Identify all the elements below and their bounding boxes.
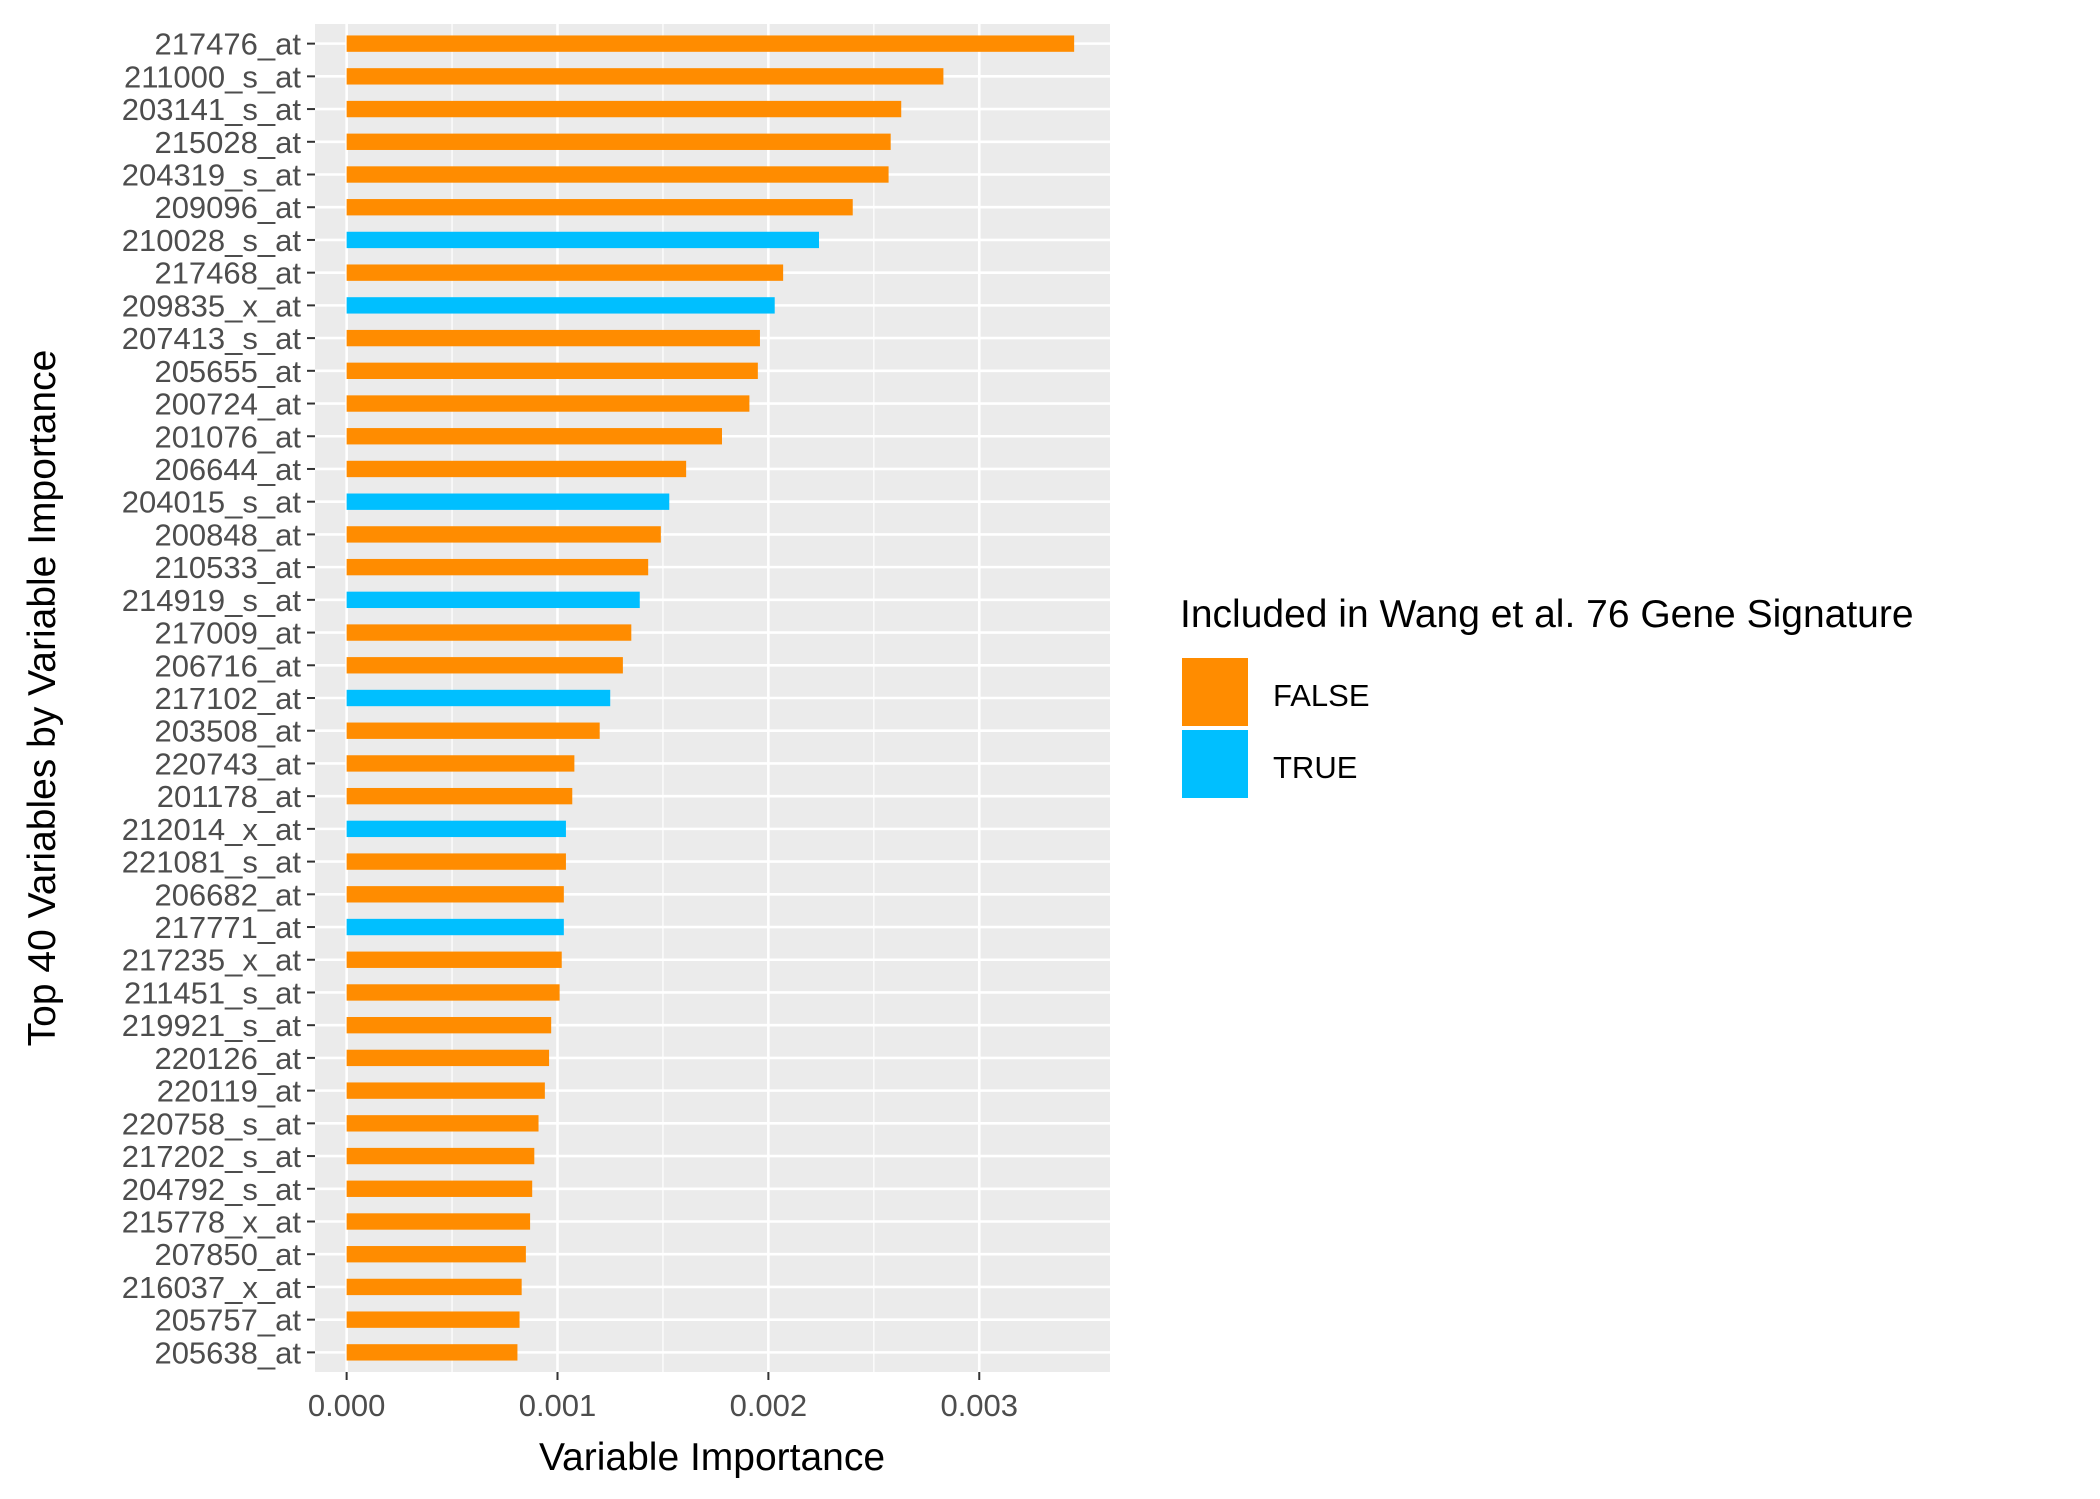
bar-220758_s_at <box>346 1115 539 1132</box>
legend-title: Included in Wang et al. 76 Gene Signatur… <box>1180 593 1914 636</box>
bar-210028_s_at <box>346 231 819 249</box>
y-tick-label: 209835_x_at <box>122 288 302 323</box>
y-tick-label: 203508_at <box>154 714 301 749</box>
bar-200724_at <box>346 395 750 412</box>
bar-220119_at <box>346 1082 545 1099</box>
y-tick-label: 204015_s_at <box>122 485 302 520</box>
y-tick-label: 210028_s_at <box>122 223 302 258</box>
y-axis: 217476_at211000_s_at203141_s_at215028_at… <box>122 27 315 1370</box>
bar-217468_at <box>346 264 784 281</box>
x-tick-label: 0.003 <box>940 1388 1018 1423</box>
bar-204015_s_at <box>346 493 670 510</box>
bar-217771_at <box>346 918 564 936</box>
bar-217202_s_at <box>346 1147 535 1165</box>
bar-203141_s_at <box>346 100 902 118</box>
y-tick-label: 216037_x_at <box>122 1270 302 1305</box>
y-tick-label: 217476_at <box>154 27 301 62</box>
y-tick-label: 201076_at <box>154 419 301 454</box>
bar-200848_at <box>346 526 661 543</box>
legend-label-true: TRUE <box>1273 750 1357 785</box>
y-tick-label: 215778_x_at <box>122 1204 302 1239</box>
x-tick-label: 0.000 <box>308 1388 386 1423</box>
y-tick-label: 220119_at <box>157 1074 302 1109</box>
bar-211000_s_at <box>346 68 944 85</box>
bar-209835_x_at <box>346 297 775 314</box>
legend-key-false <box>1182 658 1248 726</box>
y-tick-label: 205655_at <box>154 354 301 389</box>
x-axis: 0.000 0.001 0.002 0.003 <box>308 1372 1018 1423</box>
y-tick-label: 220743_at <box>154 746 301 781</box>
bar-220126_at <box>346 1049 550 1067</box>
y-tick-label: 203141_s_at <box>122 92 302 127</box>
y-tick-label: 206644_at <box>154 452 301 487</box>
bar-216037_x_at <box>346 1278 522 1296</box>
bar-201178_at <box>346 787 573 805</box>
y-tick-label: 217202_s_at <box>122 1139 302 1174</box>
y-tick-label: 200724_at <box>154 387 301 422</box>
bar-204319_s_at <box>346 166 889 183</box>
y-tick-label: 211451_s_at <box>124 975 301 1010</box>
bar-221081_s_at <box>346 853 566 870</box>
y-tick-label: 205638_at <box>154 1335 301 1370</box>
legend: Included in Wang et al. 76 Gene Signatur… <box>1180 593 1914 798</box>
bars-layer <box>346 35 1075 1361</box>
x-axis-title: Variable Importance <box>539 1436 885 1479</box>
bar-201076_at <box>346 428 722 445</box>
y-tick-label: 207850_at <box>154 1237 301 1272</box>
y-tick-label: 217102_at <box>154 681 301 716</box>
y-tick-label: 206682_at <box>154 877 301 912</box>
bar-206716_at <box>346 657 623 674</box>
bar-206682_at <box>346 886 564 903</box>
bar-209096_at <box>346 199 853 216</box>
y-tick-label: 217468_at <box>154 256 301 291</box>
bar-217476_at <box>346 35 1075 52</box>
bar-217235_x_at <box>346 951 562 968</box>
y-tick-label: 219921_s_at <box>122 1008 302 1043</box>
y-tick-label: 206716_at <box>154 648 301 683</box>
y-tick-label: 207413_s_at <box>122 321 302 356</box>
bar-219921_s_at <box>346 1017 552 1034</box>
bar-220743_at <box>346 755 575 772</box>
y-tick-label: 201178_at <box>157 779 302 814</box>
bar-215778_x_at <box>346 1213 531 1230</box>
y-tick-label: 220758_s_at <box>122 1106 302 1141</box>
y-tick-label: 215028_at <box>154 125 301 160</box>
legend-label-false: FALSE <box>1273 678 1370 713</box>
bar-205757_at <box>346 1311 520 1328</box>
bar-211451_s_at <box>346 984 560 1001</box>
bar-204792_s_at <box>346 1180 533 1197</box>
y-tick-label: 220126_at <box>154 1041 301 1076</box>
bar-217009_at <box>346 624 632 641</box>
bar-212014_x_at <box>346 820 566 838</box>
y-tick-label: 204319_s_at <box>122 158 302 193</box>
bar-210533_at <box>346 558 649 576</box>
bar-217102_at <box>346 689 611 707</box>
y-tick-label: 212014_x_at <box>122 812 302 847</box>
y-tick-label: 214919_s_at <box>122 583 302 618</box>
y-tick-label: 210533_at <box>154 550 301 585</box>
y-tick-label: 217009_at <box>154 616 301 651</box>
bar-207850_at <box>346 1246 526 1263</box>
y-tick-label: 217771_at <box>154 910 301 945</box>
y-tick-label: 217235_x_at <box>122 943 302 978</box>
y-tick-label: 200848_at <box>154 517 301 552</box>
bar-206644_at <box>346 460 687 478</box>
bar-205655_at <box>346 362 758 379</box>
bar-205638_at <box>346 1344 518 1361</box>
bar-215028_at <box>346 133 891 150</box>
bar-207413_s_at <box>346 329 760 347</box>
bar-214919_s_at <box>346 591 640 609</box>
y-tick-label: 221081_s_at <box>122 845 302 880</box>
y-tick-label: 205757_at <box>154 1303 301 1338</box>
legend-key-true <box>1182 730 1248 798</box>
y-tick-label: 211000_s_at <box>124 59 301 94</box>
bar-203508_at <box>346 722 600 739</box>
y-tick-label: 209096_at <box>154 190 301 225</box>
x-tick-label: 0.002 <box>730 1388 808 1423</box>
x-tick-label: 0.001 <box>519 1388 597 1423</box>
y-tick-label: 204792_s_at <box>122 1172 302 1207</box>
y-axis-title: Top 40 Variables by Variable Importance <box>21 350 64 1047</box>
